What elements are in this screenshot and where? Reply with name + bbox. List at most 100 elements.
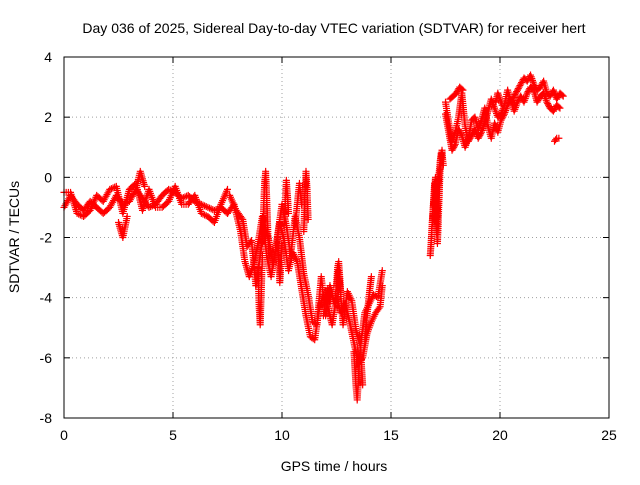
data-point bbox=[453, 88, 461, 96]
data-point bbox=[530, 80, 538, 88]
data-point bbox=[510, 92, 518, 100]
data-point bbox=[437, 149, 445, 157]
x-tick-label: 5 bbox=[169, 427, 177, 443]
data-point bbox=[517, 80, 525, 88]
data-point bbox=[326, 300, 334, 308]
data-point bbox=[523, 77, 531, 85]
data-point bbox=[535, 95, 543, 103]
data-point bbox=[207, 205, 215, 213]
data-point bbox=[199, 210, 207, 218]
data-point bbox=[553, 95, 561, 103]
data-point bbox=[449, 145, 457, 153]
y-tick-label: 0 bbox=[44, 169, 52, 185]
data-point bbox=[523, 89, 531, 97]
data-point bbox=[238, 214, 246, 222]
data-point bbox=[202, 203, 210, 211]
data-point bbox=[165, 185, 173, 193]
data-point bbox=[544, 100, 552, 108]
data-point bbox=[455, 127, 463, 135]
data-point bbox=[556, 104, 564, 112]
data-point bbox=[450, 143, 458, 151]
data-point bbox=[197, 209, 205, 217]
data-point bbox=[513, 98, 521, 106]
x-axis-label: GPS time / hours bbox=[281, 458, 388, 474]
data-point bbox=[278, 240, 286, 248]
data-point bbox=[285, 209, 293, 217]
x-tick-label: 0 bbox=[60, 427, 68, 443]
data-point bbox=[558, 91, 566, 99]
data-point bbox=[514, 85, 522, 93]
data-point bbox=[439, 161, 447, 169]
data-point bbox=[513, 86, 521, 94]
y-tick-label: 2 bbox=[44, 109, 52, 125]
data-point bbox=[367, 273, 375, 281]
data-point bbox=[378, 267, 386, 275]
y-tick-label: -2 bbox=[40, 230, 53, 246]
data-point bbox=[546, 92, 554, 100]
data-point bbox=[497, 116, 505, 124]
x-tick-label: 20 bbox=[492, 427, 508, 443]
data-point bbox=[511, 91, 519, 99]
data-point bbox=[549, 107, 557, 115]
data-point bbox=[452, 89, 460, 97]
data-point bbox=[304, 215, 312, 223]
data-point bbox=[450, 142, 458, 150]
data-point bbox=[201, 211, 209, 219]
data-point bbox=[206, 204, 214, 212]
y-tick-label: -8 bbox=[40, 410, 53, 426]
data-point bbox=[518, 79, 526, 87]
data-point bbox=[555, 103, 563, 111]
data-point bbox=[475, 133, 483, 141]
data-point bbox=[106, 185, 114, 193]
data-point bbox=[123, 212, 131, 220]
data-point bbox=[534, 97, 542, 105]
data-point bbox=[141, 182, 149, 190]
data-point bbox=[512, 89, 520, 97]
data-point bbox=[145, 203, 153, 211]
x-tick-label: 10 bbox=[274, 427, 290, 443]
chart-title: Day 036 of 2025, Sidereal Day-to-day VTE… bbox=[82, 20, 585, 36]
data-point bbox=[517, 92, 525, 100]
data-point bbox=[500, 112, 508, 120]
y-axis-label: SDTVAR / TECUs bbox=[6, 181, 22, 293]
tick-layer: 0 5 10 15 20 25 -8 -6 -4 -2 0 2 4 bbox=[40, 49, 617, 443]
y-tick-label: 4 bbox=[44, 49, 52, 65]
data-point bbox=[224, 185, 231, 193]
y-tick-label: -4 bbox=[40, 290, 53, 306]
x-tick-label: 15 bbox=[383, 427, 399, 443]
data-point bbox=[201, 202, 209, 210]
x-tick-label: 25 bbox=[601, 427, 617, 443]
data-point bbox=[455, 125, 463, 133]
data-point bbox=[359, 381, 367, 389]
data-point bbox=[474, 134, 482, 142]
data-point bbox=[498, 115, 506, 123]
data-point bbox=[456, 128, 464, 136]
data-point bbox=[448, 146, 456, 154]
data-point bbox=[75, 210, 83, 218]
data-point bbox=[204, 203, 212, 211]
data-point bbox=[337, 291, 345, 299]
data-point bbox=[499, 113, 507, 121]
data-point bbox=[543, 98, 551, 106]
data-point bbox=[545, 101, 553, 109]
data-point bbox=[515, 83, 523, 91]
data-point bbox=[476, 131, 484, 139]
data-point bbox=[457, 130, 465, 138]
data-point bbox=[498, 101, 506, 109]
data-point bbox=[477, 130, 485, 138]
data-point bbox=[147, 203, 155, 211]
data-point bbox=[265, 252, 273, 260]
data-point bbox=[458, 85, 466, 93]
data-point bbox=[459, 86, 467, 94]
y-tick-label: -6 bbox=[40, 350, 53, 366]
data-point bbox=[552, 136, 560, 144]
data-point bbox=[258, 252, 266, 260]
data-point bbox=[524, 88, 532, 96]
data-point bbox=[513, 88, 521, 96]
data-point bbox=[533, 98, 541, 106]
data-point bbox=[553, 94, 561, 102]
data-point bbox=[555, 134, 563, 142]
